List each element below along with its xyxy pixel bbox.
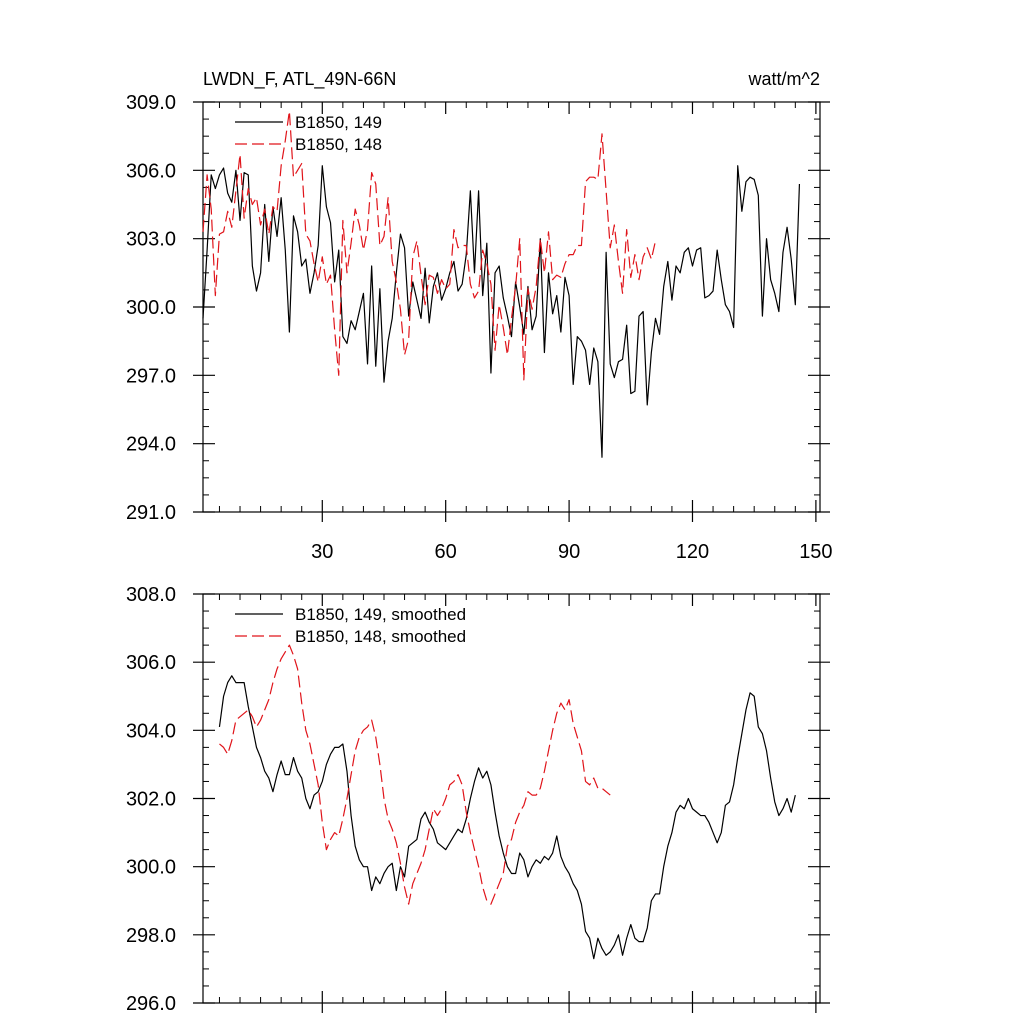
y-tick-label: 300.0 bbox=[126, 297, 176, 319]
units-label: watt/m^2 bbox=[748, 69, 820, 89]
y-tick-label: 304.0 bbox=[126, 720, 176, 742]
y-tick-label: 306.0 bbox=[126, 652, 176, 674]
x-tick-label: 120 bbox=[676, 541, 709, 563]
series-line-1 bbox=[218, 675, 796, 960]
x-tick-label: 30 bbox=[311, 541, 333, 563]
legend-label-1: B1850, 149 bbox=[295, 113, 382, 132]
x-tick-label: 60 bbox=[435, 541, 457, 563]
top-panel: 30 60 90 120 150 291.0 294.0 297.0 300.0 303.0 306… bbox=[126, 92, 833, 563]
y-tick-label: 300.0 bbox=[126, 857, 176, 879]
x-tick-label: 90 bbox=[558, 541, 580, 563]
y-tick-label: 294.0 bbox=[126, 434, 176, 456]
y-tick-label: 296.0 bbox=[126, 993, 176, 1015]
y-tick-label: 291.0 bbox=[126, 502, 176, 524]
series-line-2 bbox=[219, 644, 611, 905]
y-tick-label: 309.0 bbox=[126, 92, 176, 114]
x-tick-label: 150 bbox=[799, 541, 832, 563]
y-tick-label: 297.0 bbox=[126, 365, 176, 387]
legend-label-1: B1850, 149, smoothed bbox=[295, 605, 466, 624]
legend-label-2: B1850, 148, smoothed bbox=[295, 627, 466, 646]
y-tick-label: 303.0 bbox=[126, 229, 176, 251]
y-tick-label: 306.0 bbox=[126, 160, 176, 182]
bottom-panel: 296.0 298.0 300.0 302.0 304.0 306.0 308.0 B1850… bbox=[126, 584, 830, 1015]
chart-title: LWDN_F, ATL_49N-66N bbox=[203, 69, 396, 90]
series-line-2 bbox=[202, 110, 657, 381]
plot-frame bbox=[202, 593, 821, 1004]
legend-label-2: B1850, 148 bbox=[295, 135, 382, 154]
y-tick-label: 308.0 bbox=[126, 584, 176, 606]
y-tick-label: 302.0 bbox=[126, 789, 176, 811]
y-tick-label: 298.0 bbox=[126, 925, 176, 947]
series-line-1 bbox=[202, 165, 801, 458]
